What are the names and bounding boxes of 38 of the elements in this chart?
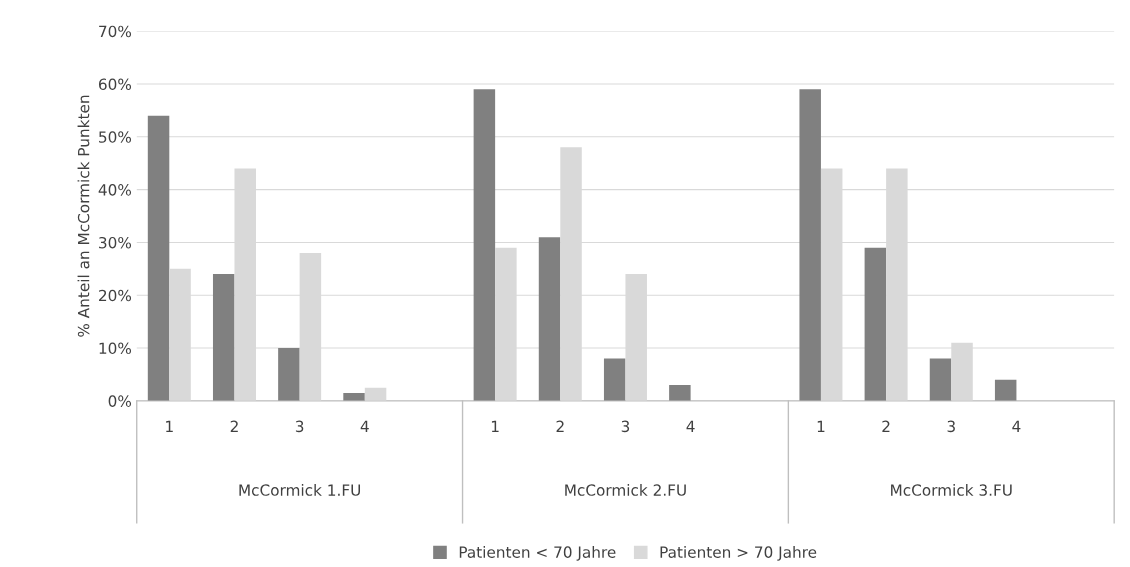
bar <box>278 348 300 401</box>
bar <box>929 358 952 401</box>
text: McCormick 3.FU <box>891 484 1012 496</box>
x-tick-label: 4 <box>360 420 369 432</box>
y-tick-label: 10% <box>99 342 132 355</box>
x-tick-label: 1 <box>491 420 499 432</box>
y-tick-label: 40% <box>98 184 132 196</box>
bar <box>147 115 170 401</box>
y-tick-label: 0% <box>108 395 132 407</box>
y-tick-label: 20% <box>99 289 132 302</box>
text: McCormick 2.FU <box>565 484 686 496</box>
bar <box>473 89 496 401</box>
x-tick-label: 1 <box>817 420 825 432</box>
y-tick-label: 30% <box>99 236 132 249</box>
bar <box>669 385 691 401</box>
bar <box>799 89 821 401</box>
bar <box>538 237 561 401</box>
x-tick-label: 3 <box>621 420 630 433</box>
y-tick-label: 70% <box>99 25 132 38</box>
x-tick-label: 3 <box>947 420 955 433</box>
x-tick-label: 4 <box>1012 420 1021 432</box>
y-tick-label: 50% <box>99 131 132 143</box>
legend-label: Patienten > 70 Jahre <box>660 546 817 561</box>
y-axis-title: % Anteil an McCormick Punkten <box>77 95 90 337</box>
text: McCormick 1.FU <box>239 484 360 496</box>
x-tick-label: 1 <box>166 420 173 432</box>
bar <box>212 274 235 401</box>
x-tick-label: 2 <box>230 420 238 432</box>
x-tick-label: 2 <box>882 420 890 432</box>
y-tick-label: 60% <box>98 78 132 91</box>
legend-label: Patienten < 70 Jahre <box>459 546 616 561</box>
x-tick-label: 4 <box>686 420 695 432</box>
x-tick-label: 3 <box>295 420 304 433</box>
bar <box>343 392 365 401</box>
bar <box>603 358 626 401</box>
bar <box>994 379 1017 401</box>
bar <box>864 247 887 401</box>
x-tick-label: 2 <box>556 420 564 432</box>
